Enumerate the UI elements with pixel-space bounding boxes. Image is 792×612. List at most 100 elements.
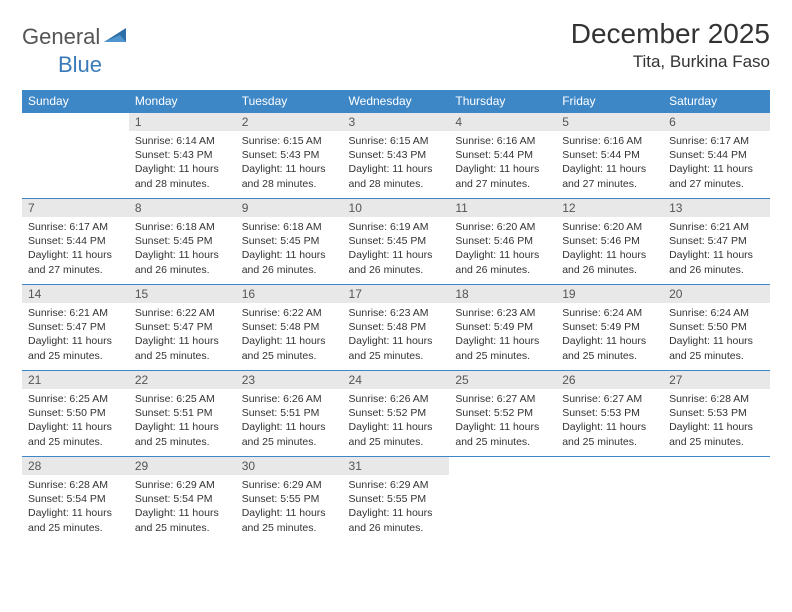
sunset-line: Sunset: 5:48 PM [242,320,337,334]
day-number: 15 [129,285,236,303]
day-number: 21 [22,371,129,389]
calendar-cell: 10Sunrise: 6:19 AMSunset: 5:45 PMDayligh… [343,199,450,285]
cell-content: Sunrise: 6:15 AMSunset: 5:43 PMDaylight:… [236,131,343,195]
cell-content: Sunrise: 6:26 AMSunset: 5:52 PMDaylight:… [343,389,450,453]
daylight-line: Daylight: 11 hours and 25 minutes. [349,334,444,362]
sunrise-line: Sunrise: 6:26 AM [349,392,444,406]
day-number: 26 [556,371,663,389]
day-number: 22 [129,371,236,389]
calendar-cell [663,457,770,543]
calendar-cell: 2Sunrise: 6:15 AMSunset: 5:43 PMDaylight… [236,113,343,199]
day-number: 11 [449,199,556,217]
cell-content: Sunrise: 6:29 AMSunset: 5:54 PMDaylight:… [129,475,236,539]
sunrise-line: Sunrise: 6:18 AM [242,220,337,234]
sunrise-line: Sunrise: 6:15 AM [242,134,337,148]
day-number: 1 [129,113,236,131]
day-number: 8 [129,199,236,217]
daylight-line: Daylight: 11 hours and 26 minutes. [669,248,764,276]
calendar-cell: 9Sunrise: 6:18 AMSunset: 5:45 PMDaylight… [236,199,343,285]
calendar-table: SundayMondayTuesdayWednesdayThursdayFrid… [22,90,770,543]
day-number: 5 [556,113,663,131]
calendar-cell [556,457,663,543]
sunset-line: Sunset: 5:46 PM [562,234,657,248]
calendar-cell: 7Sunrise: 6:17 AMSunset: 5:44 PMDaylight… [22,199,129,285]
calendar-cell [449,457,556,543]
daylight-line: Daylight: 11 hours and 25 minutes. [349,420,444,448]
calendar-cell: 5Sunrise: 6:16 AMSunset: 5:44 PMDaylight… [556,113,663,199]
sunrise-line: Sunrise: 6:16 AM [562,134,657,148]
cell-content: Sunrise: 6:17 AMSunset: 5:44 PMDaylight:… [22,217,129,281]
daylight-line: Daylight: 11 hours and 25 minutes. [135,506,230,534]
sunset-line: Sunset: 5:53 PM [669,406,764,420]
sunrise-line: Sunrise: 6:20 AM [455,220,550,234]
day-number: 13 [663,199,770,217]
sunset-line: Sunset: 5:46 PM [455,234,550,248]
calendar-cell: 26Sunrise: 6:27 AMSunset: 5:53 PMDayligh… [556,371,663,457]
day-number: 12 [556,199,663,217]
sunrise-line: Sunrise: 6:19 AM [349,220,444,234]
weekday-header: Tuesday [236,90,343,113]
sunset-line: Sunset: 5:44 PM [455,148,550,162]
sunset-line: Sunset: 5:54 PM [135,492,230,506]
calendar-cell: 19Sunrise: 6:24 AMSunset: 5:49 PMDayligh… [556,285,663,371]
cell-content: Sunrise: 6:20 AMSunset: 5:46 PMDaylight:… [449,217,556,281]
sunset-line: Sunset: 5:49 PM [455,320,550,334]
cell-content: Sunrise: 6:26 AMSunset: 5:51 PMDaylight:… [236,389,343,453]
cell-content: Sunrise: 6:14 AMSunset: 5:43 PMDaylight:… [129,131,236,195]
calendar-week-row: 14Sunrise: 6:21 AMSunset: 5:47 PMDayligh… [22,285,770,371]
calendar-cell: 29Sunrise: 6:29 AMSunset: 5:54 PMDayligh… [129,457,236,543]
day-number: 24 [343,371,450,389]
sunrise-line: Sunrise: 6:18 AM [135,220,230,234]
weekday-header: Saturday [663,90,770,113]
sunset-line: Sunset: 5:44 PM [669,148,764,162]
daylight-line: Daylight: 11 hours and 25 minutes. [28,334,123,362]
calendar-cell: 28Sunrise: 6:28 AMSunset: 5:54 PMDayligh… [22,457,129,543]
daylight-line: Daylight: 11 hours and 27 minutes. [455,162,550,190]
daylight-line: Daylight: 11 hours and 27 minutes. [669,162,764,190]
daylight-line: Daylight: 11 hours and 25 minutes. [242,420,337,448]
weekday-header: Monday [129,90,236,113]
sunset-line: Sunset: 5:50 PM [28,406,123,420]
daylight-line: Daylight: 11 hours and 26 minutes. [349,248,444,276]
cell-content: Sunrise: 6:22 AMSunset: 5:48 PMDaylight:… [236,303,343,367]
weekday-header-row: SundayMondayTuesdayWednesdayThursdayFrid… [22,90,770,113]
calendar-week-row: 28Sunrise: 6:28 AMSunset: 5:54 PMDayligh… [22,457,770,543]
sunset-line: Sunset: 5:48 PM [349,320,444,334]
day-number: 28 [22,457,129,475]
sunset-line: Sunset: 5:43 PM [242,148,337,162]
day-number: 31 [343,457,450,475]
calendar-week-row: 7Sunrise: 6:17 AMSunset: 5:44 PMDaylight… [22,199,770,285]
sunrise-line: Sunrise: 6:27 AM [562,392,657,406]
calendar-cell: 14Sunrise: 6:21 AMSunset: 5:47 PMDayligh… [22,285,129,371]
cell-content: Sunrise: 6:16 AMSunset: 5:44 PMDaylight:… [556,131,663,195]
cell-content: Sunrise: 6:22 AMSunset: 5:47 PMDaylight:… [129,303,236,367]
cell-content: Sunrise: 6:19 AMSunset: 5:45 PMDaylight:… [343,217,450,281]
daylight-line: Daylight: 11 hours and 25 minutes. [242,506,337,534]
calendar-cell: 23Sunrise: 6:26 AMSunset: 5:51 PMDayligh… [236,371,343,457]
calendar-cell: 21Sunrise: 6:25 AMSunset: 5:50 PMDayligh… [22,371,129,457]
day-number: 29 [129,457,236,475]
sunrise-line: Sunrise: 6:29 AM [135,478,230,492]
sunrise-line: Sunrise: 6:22 AM [135,306,230,320]
sunset-line: Sunset: 5:45 PM [349,234,444,248]
cell-content: Sunrise: 6:17 AMSunset: 5:44 PMDaylight:… [663,131,770,195]
page-title: December 2025 [571,18,770,50]
day-number: 20 [663,285,770,303]
cell-content: Sunrise: 6:28 AMSunset: 5:53 PMDaylight:… [663,389,770,453]
sunrise-line: Sunrise: 6:28 AM [28,478,123,492]
sunrise-line: Sunrise: 6:22 AM [242,306,337,320]
daylight-line: Daylight: 11 hours and 25 minutes. [28,420,123,448]
day-number: 3 [343,113,450,131]
daylight-line: Daylight: 11 hours and 28 minutes. [349,162,444,190]
calendar-cell: 4Sunrise: 6:16 AMSunset: 5:44 PMDaylight… [449,113,556,199]
sunrise-line: Sunrise: 6:23 AM [455,306,550,320]
cell-content: Sunrise: 6:29 AMSunset: 5:55 PMDaylight:… [236,475,343,539]
cell-content: Sunrise: 6:25 AMSunset: 5:51 PMDaylight:… [129,389,236,453]
weekday-header: Sunday [22,90,129,113]
sunrise-line: Sunrise: 6:29 AM [349,478,444,492]
day-number: 6 [663,113,770,131]
sunrise-line: Sunrise: 6:16 AM [455,134,550,148]
calendar-week-row: 21Sunrise: 6:25 AMSunset: 5:50 PMDayligh… [22,371,770,457]
sunset-line: Sunset: 5:43 PM [135,148,230,162]
logo-word2: Blue [58,52,102,77]
